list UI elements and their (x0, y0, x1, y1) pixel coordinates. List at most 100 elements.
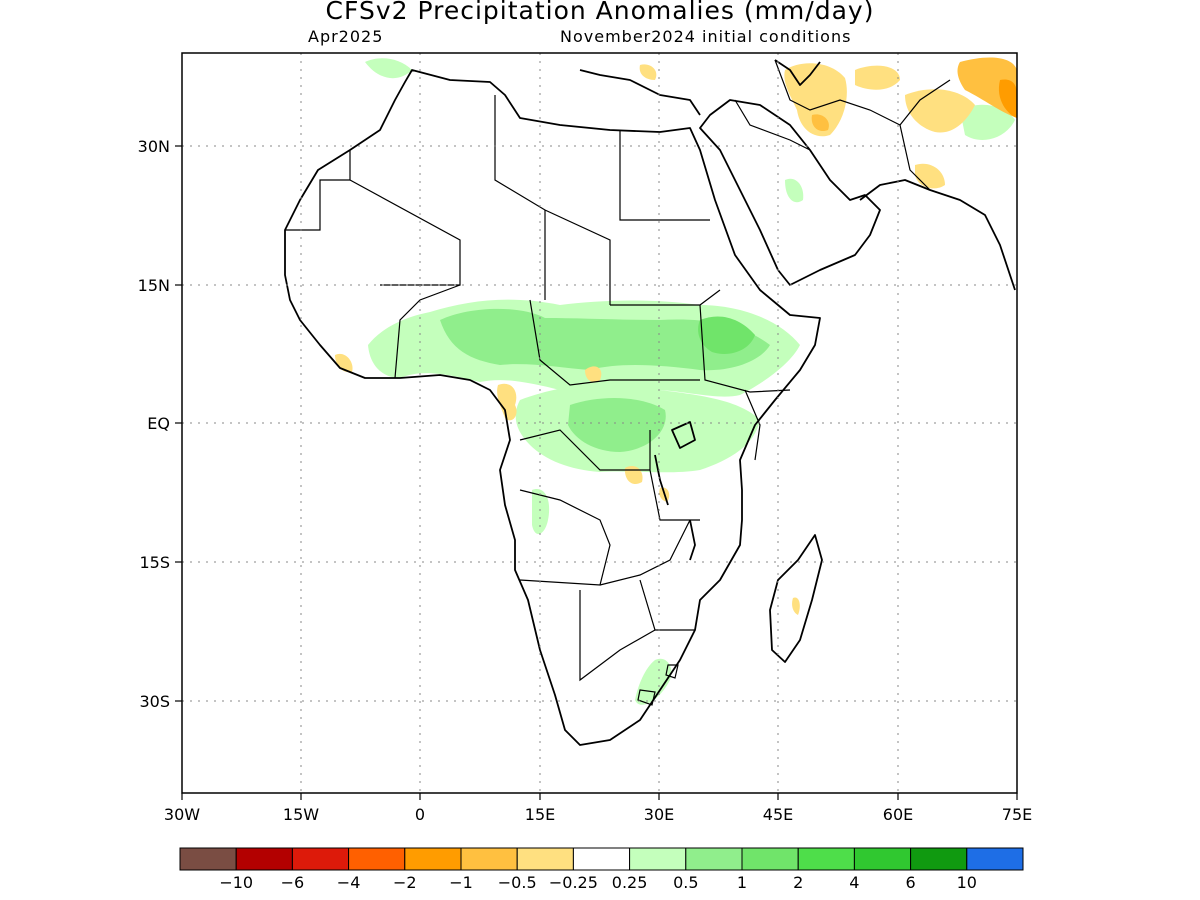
border-13 (599, 519, 691, 586)
border-9 (699, 304, 791, 393)
legend-label: 2 (793, 873, 803, 892)
legend-label: −4 (337, 873, 361, 892)
wet-anomaly-north-africa (365, 58, 412, 79)
y-tick-label: EQ (147, 414, 170, 433)
dry-anomaly-india (915, 163, 945, 189)
border-5 (619, 130, 710, 221)
legend-colorbar (179, 847, 1024, 871)
x-tick-label: 15W (283, 805, 319, 824)
legend-swatch (685, 847, 743, 871)
lake-victoria (671, 421, 696, 449)
wet-anomaly-ethiopia-core (698, 316, 755, 355)
x-tick-labels: 30W 15W 0 15E 30E 45E 60E 75E (164, 805, 1032, 824)
arabia-coastline (699, 99, 881, 286)
legend-label: 10 (957, 873, 977, 892)
legend-swatch (460, 847, 518, 871)
wet-anomaly-angola (532, 489, 550, 535)
legend-swatch (291, 847, 350, 871)
x-tick-label: 75E (1002, 805, 1032, 824)
dry-anomaly-himalaya-core (998, 79, 1017, 118)
wet-anomaly-congo-core (568, 398, 666, 452)
x-tick-label: 45E (763, 805, 793, 824)
legend-swatch (853, 847, 912, 871)
dry-anomaly-guinea (335, 353, 353, 373)
border-15 (639, 579, 695, 631)
y-tick-label: 15S (139, 553, 170, 572)
dry-anomaly-pakistan (905, 89, 975, 133)
wet-anomaly-sahel-core (440, 308, 770, 371)
map-title: CFSv2 Precipitation Anomalies (mm/day) (325, 0, 875, 25)
border-11 (649, 430, 700, 521)
africa-coastline (284, 69, 821, 746)
legend-label: −0.5 (498, 873, 537, 892)
lake-malawi (689, 519, 696, 561)
mediterranean-north-coast (579, 69, 701, 116)
legend-label: −2 (393, 873, 417, 892)
madagascar-coastline (769, 534, 823, 663)
x-tick-label: 30W (164, 805, 200, 824)
legend-label: 0.25 (612, 873, 648, 892)
legend-label: 1 (737, 873, 747, 892)
legend-label: −0.25 (549, 873, 598, 892)
border-2 (349, 179, 461, 286)
legend-swatch (629, 847, 687, 871)
legend-label: −6 (281, 873, 305, 892)
legend-label: 0.5 (673, 873, 698, 892)
legend-swatch (516, 847, 574, 871)
legend-swatch (572, 847, 631, 871)
initial-conditions-label: November2024 initial conditions (560, 27, 852, 46)
y-tick-label: 15N (138, 276, 170, 295)
y-tick-labels: 30N 15N EQ 15S 30S (138, 137, 170, 711)
border-16 (744, 389, 761, 461)
legend-labels: −10 −6 −4 −2 −1 −0.5 −0.25 0.25 0.5 1 2 4 6 10 (219, 873, 977, 892)
legend-swatch (179, 847, 237, 871)
lesotho-border (637, 689, 656, 706)
valid-month-label: Apr2025 (308, 27, 384, 46)
wet-anomaly-himalaya (960, 104, 1015, 140)
legend-swatch (741, 847, 799, 871)
dry-anomaly-central-africa (585, 366, 602, 382)
legend-label: −10 (219, 873, 253, 892)
border-10 (519, 429, 650, 471)
legend-swatch (910, 847, 968, 871)
border-8 (529, 299, 700, 386)
legend-swatch (235, 847, 293, 871)
wet-anomaly-mozambique (635, 658, 672, 705)
dry-anomaly-turkey (639, 64, 657, 80)
axis-ticks (175, 145, 1018, 800)
x-tick-label: 60E (883, 805, 913, 824)
lake-tanganyika (654, 454, 669, 506)
coastlines (284, 59, 1016, 746)
y-tick-label: 30N (138, 137, 170, 156)
legend-swatch (404, 847, 462, 871)
swaziland-border (665, 664, 679, 679)
caspian-coast (774, 59, 821, 86)
border-14 (579, 590, 656, 682)
legend-label: 6 (906, 873, 916, 892)
dry-anomaly-madagascar (792, 597, 800, 615)
asia-coastline (859, 179, 1016, 291)
border-18 (774, 59, 951, 126)
dry-anomaly-afghanistan (855, 65, 900, 90)
anomaly-shading (335, 57, 1017, 705)
country-borders (285, 59, 951, 706)
border-12 (519, 489, 611, 586)
border-1 (285, 150, 351, 231)
y-tick-label: 30S (139, 692, 170, 711)
dry-anomaly-iran-core (811, 114, 829, 132)
dry-anomaly-gabon (497, 383, 517, 421)
graticule (182, 53, 1017, 793)
legend-label: 4 (849, 873, 859, 892)
border-3 (494, 95, 611, 305)
wet-anomaly-arabia (785, 178, 804, 203)
legend-swatch (797, 847, 855, 871)
legend-swatch (348, 847, 406, 871)
border-17 (734, 99, 811, 151)
x-tick-label: 30E (644, 805, 674, 824)
x-tick-label: 15E (525, 805, 555, 824)
x-tick-label: 0 (415, 805, 425, 824)
dry-anomaly-iran (784, 63, 847, 137)
legend-label: −1 (449, 873, 473, 892)
legend-swatch (966, 847, 1024, 871)
